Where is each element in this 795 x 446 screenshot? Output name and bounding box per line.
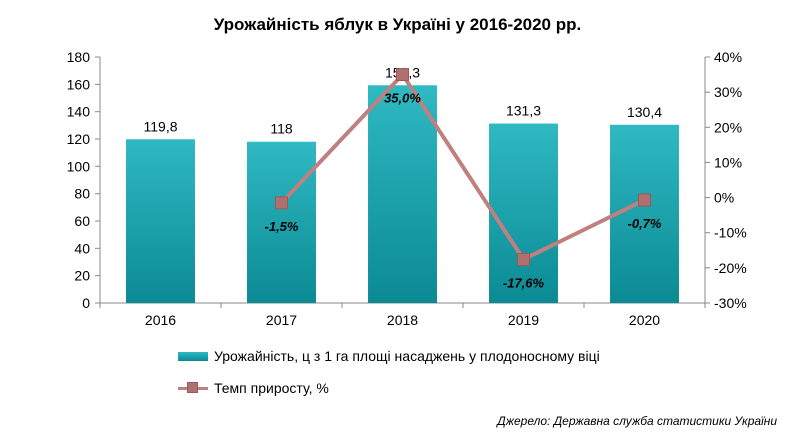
growth-rate-marker [517,252,530,266]
y-right-tick-label: 40% [714,49,742,65]
bar [126,139,195,303]
bar [368,85,437,303]
legend-swatch-bar [178,351,208,361]
legend-item-line: Темп приросту, % [178,378,600,398]
y-right-tick-label: 20% [714,119,742,135]
y-left-tick-label: 100 [67,158,91,174]
y-right-tick-label: -30% [714,295,747,311]
x-tick-label: 2017 [266,312,297,328]
y-right-tick-label: 10% [714,154,742,170]
y-left-tick-label: 180 [67,49,91,65]
legend: Урожайність, ц з 1 га площі насаджень у … [178,346,600,410]
bar-value-label: 118 [270,121,293,137]
growth-rate-label: -0,7% [628,216,662,231]
bar-value-label: 130,4 [627,104,662,120]
y-left-tick-label: 120 [67,131,91,147]
legend-item-bar: Урожайність, ц з 1 га площі насаджень у … [178,346,600,366]
growth-rate-label: 35,0% [384,91,421,106]
y-right-tick-label: 0% [714,190,734,206]
legend-label-bar: Урожайність, ц з 1 га площі насаджень у … [214,348,600,364]
y-right-tick-label: -20% [714,260,747,276]
y-left-tick-label: 80 [74,186,90,202]
y-right-tick-label: -10% [714,225,747,241]
x-tick-label: 2018 [387,312,418,328]
legend-swatch-line [178,382,208,394]
bar [610,124,679,303]
source-note: Джерело: Державна служба статистики Укра… [497,414,777,428]
x-tick-label: 2020 [629,312,660,328]
y-left-tick-label: 60 [74,213,90,229]
x-tick-label: 2019 [508,312,539,328]
growth-rate-line [280,72,646,262]
y-left-tick-label: 20 [74,268,90,284]
bar-value-label: 119,8 [144,118,178,134]
growth-rate-marker [275,196,288,210]
growth-rate-marker [638,193,651,207]
bar [247,141,316,303]
y-left-tick-label: 160 [67,76,91,92]
bar-value-label: 131,3 [506,103,541,119]
chart-title: Урожайність яблук в Україні у 2016-2020 … [213,15,582,34]
growth-rate-label: -1,5% [265,219,299,234]
bar [489,123,558,303]
y-left-tick-label: 0 [82,295,90,311]
x-tick-label: 2016 [145,312,176,328]
growth-rate-marker [396,68,409,82]
y-left-tick-label: 40 [74,240,90,256]
y-right-tick-label: 30% [714,84,742,100]
legend-label-line: Темп приросту, % [214,380,329,396]
y-left-tick-label: 140 [67,104,91,120]
growth-rate-label: -17,6% [503,275,545,290]
